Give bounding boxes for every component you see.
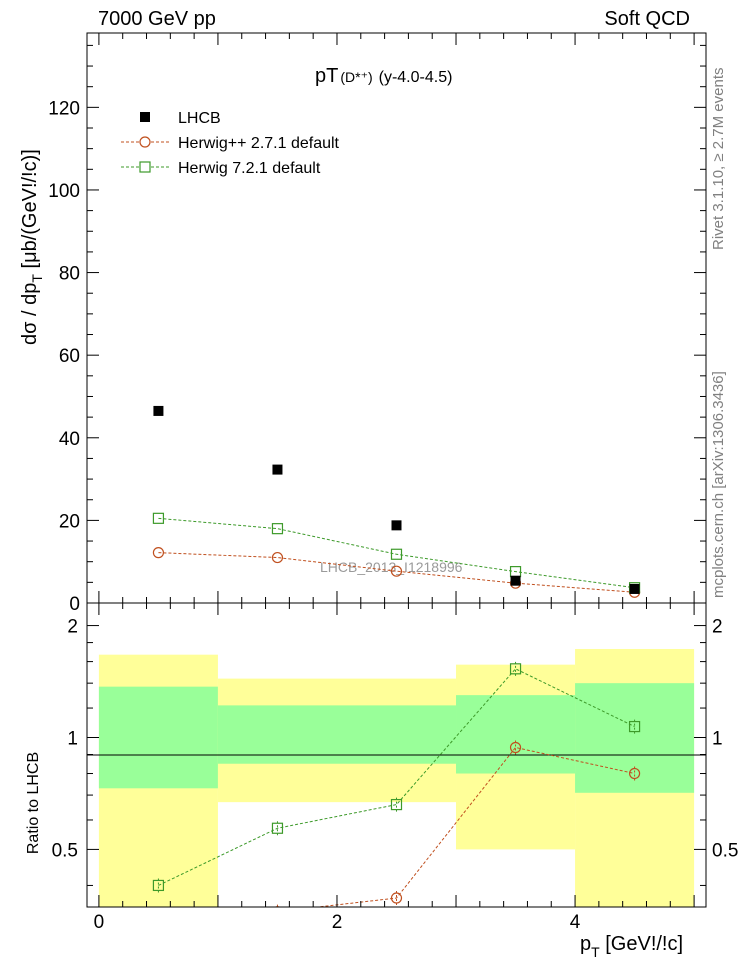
ratio-axis-title: Ratio to LHCB <box>25 752 42 854</box>
main-series <box>152 405 641 598</box>
herwigpp-main-point-0 <box>152 547 165 559</box>
process-label: Soft QCD <box>604 8 690 30</box>
ratio-ytick-label: 0.5 <box>52 840 78 861</box>
ratio-ytick-label-right: 2 <box>712 617 723 638</box>
herwig7-main-point-0 <box>152 512 165 524</box>
herwig7-ratio-point-3 <box>509 663 522 675</box>
herwig7-main-line <box>158 517 635 589</box>
legend-marker-1 <box>139 136 151 148</box>
plot-title: pT (D*⁺) (y-4.0-4.5) <box>315 65 452 87</box>
ratio-xtick-label: 2 <box>332 912 343 933</box>
plot-title-sub: (D*⁺) <box>340 69 372 85</box>
plot-title-main: pT <box>315 65 338 87</box>
x-axis-title: pT [GeV!/!c] <box>580 933 683 960</box>
ratio-ytick-label-right: 1 <box>712 728 723 749</box>
ratio-ytick-label: 2 <box>67 617 78 638</box>
watermark: LHCB_2013_I1218996 <box>320 559 463 575</box>
legend-label-2: Herwig 7.2.1 default <box>178 160 321 177</box>
herwig7-main-point-1 <box>271 523 284 535</box>
legend-label-0: LHCB <box>178 110 221 127</box>
lhcb-main-point-0 <box>153 405 164 416</box>
herwig7-main-point-2 <box>390 548 403 560</box>
ratio-xtick-label: 0 <box>94 912 105 933</box>
ratio-ytick-label: 1 <box>67 728 78 749</box>
ratio-bands <box>98 648 695 907</box>
ratio-series <box>152 661 641 960</box>
main-ytick-label: 40 <box>59 429 80 450</box>
legend: LHCB Herwig++ 2.7.1 default Herwig 7.2.1 d… <box>121 110 340 177</box>
rivet-label: Rivet 3.1.10, ≥ 2.7M events <box>710 68 727 251</box>
main-ytick-label: 20 <box>59 511 80 532</box>
lhcb-main-point-2 <box>391 520 402 531</box>
inner-band-3 <box>575 683 695 793</box>
lhcb-main-point-1 <box>272 464 283 475</box>
herwigpp-ratio-line <box>313 746 635 907</box>
herwigpp-ratio-point-2 <box>390 892 403 904</box>
y-axis-title: dσ / dpT [μb/(GeV!/!c)] <box>19 149 45 345</box>
herwigpp-ratio-point-3 <box>509 741 522 754</box>
energy-label: 7000 GeV pp <box>98 8 216 30</box>
main-ytick-label: 120 <box>48 98 80 119</box>
main-ytick-label: 60 <box>59 346 80 367</box>
inner-band-0 <box>98 686 218 789</box>
herwigpp-main-point-1 <box>271 551 284 564</box>
plot-title-tail: (y-4.0-4.5) <box>379 69 453 86</box>
herwig7-ratio-point-1 <box>271 822 284 834</box>
y-axis-title-sigma: σ <box>19 321 41 334</box>
herwig7-ratio-point-2 <box>390 798 403 811</box>
lhcb-main-point-4 <box>629 583 640 594</box>
main-ytick-label: 80 <box>59 264 80 285</box>
herwigpp-ratio-point-4 <box>628 767 641 780</box>
main-ytick-label: 100 <box>48 181 80 202</box>
lhcb-main-point-3 <box>510 575 521 586</box>
herwigpp-ratio-point-1 <box>274 906 281 907</box>
legend-label-1: Herwig++ 2.7.1 default <box>178 135 340 152</box>
ratio-ytick-label-right: 0.5 <box>712 840 738 861</box>
inner-band-1 <box>217 705 457 764</box>
inner-band-2 <box>456 695 576 774</box>
herwig7-ratio-point-0 <box>152 879 165 892</box>
legend-marker-2 <box>139 161 151 173</box>
herwigpp-ratio-point-0 <box>153 950 163 960</box>
mcplots-label: mcplots.cern.ch [arXiv:1306.3436] <box>710 371 727 598</box>
herwig7-ratio-point-4 <box>628 720 641 733</box>
ratio-xtick-label: 4 <box>570 912 581 933</box>
herwigpp-main-point-2 <box>390 565 403 577</box>
legend-marker-0 <box>140 112 150 122</box>
main-ytick-label: 0 <box>69 594 80 615</box>
